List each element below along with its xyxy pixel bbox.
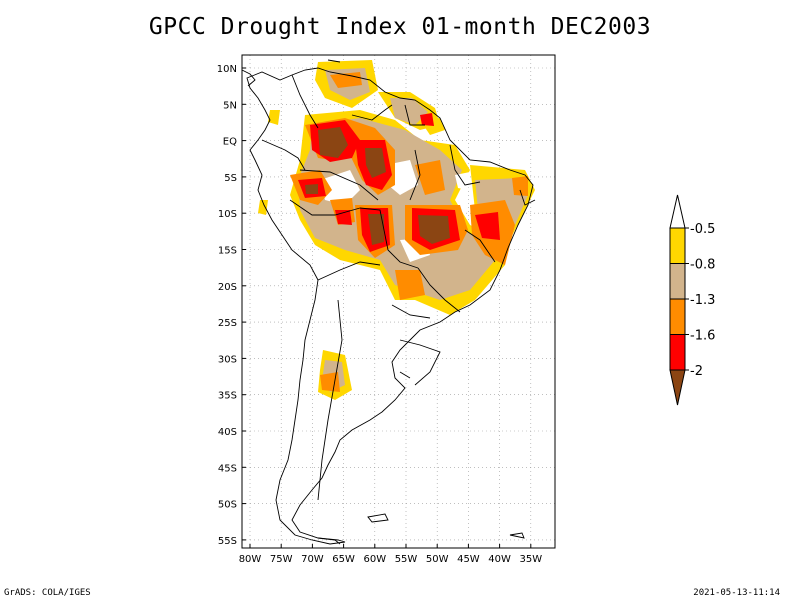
lon-tick-label: 40W xyxy=(488,554,511,565)
legend-swatch xyxy=(669,263,686,300)
lat-tick-label: 20S xyxy=(218,282,237,293)
legend-swatch xyxy=(669,334,686,371)
legend-swatch xyxy=(669,194,686,229)
lat-tick-label: 40S xyxy=(218,427,237,438)
legend-label: -1.3 xyxy=(690,293,715,308)
lat-tick-label: 35S xyxy=(218,391,237,402)
lat-tick-label: 5N xyxy=(223,100,237,111)
latitude-axis: 10N 5N EQ 5S 10S 15S 20S 25S 30S 35S 40S 45S 50S 55S xyxy=(217,64,246,547)
lon-tick-label: 80W xyxy=(239,554,262,565)
lon-tick-label: 70W xyxy=(301,554,324,565)
legend-label: -0.5 xyxy=(690,222,715,237)
lat-tick-label: 25S xyxy=(218,318,237,329)
lat-tick-label: 5S xyxy=(224,173,237,184)
map-frame xyxy=(241,54,556,549)
lon-tick-label: 75W xyxy=(270,554,293,565)
drought-shading xyxy=(258,60,535,400)
longitude-axis: 80W 75W 70W 65W 60W 55W 50W 45W 40W 35W xyxy=(239,544,542,565)
legend-swatch xyxy=(669,298,686,335)
lat-tick-label: 50S xyxy=(218,500,237,511)
coastlines-and-borders xyxy=(241,59,536,545)
lat-tick-label: 10N xyxy=(217,64,237,75)
chart-title: GPCC Drought Index 01-month DEC2003 xyxy=(148,14,652,40)
lat-tick-label: 30S xyxy=(218,354,237,365)
legend-swatch xyxy=(669,227,686,264)
footer-credit: GrADS: COLA/IGES xyxy=(4,588,91,598)
lat-tick-label: 55S xyxy=(218,536,237,547)
legend-swatch xyxy=(669,369,686,406)
legend-label: -0.8 xyxy=(690,258,715,273)
lon-tick-label: 35W xyxy=(519,554,542,565)
lon-tick-label: 60W xyxy=(363,554,386,565)
lon-tick-label: 50W xyxy=(426,554,449,565)
lon-tick-label: 55W xyxy=(395,554,418,565)
footer-timestamp: 2021-05-13-11:14 xyxy=(693,588,780,598)
legend-label: -2 xyxy=(690,364,703,379)
legend-label: -1.6 xyxy=(690,329,715,344)
lat-tick-label: 15S xyxy=(218,246,237,257)
lat-tick-label: 45S xyxy=(218,463,237,474)
lat-tick-label: 10S xyxy=(218,209,237,220)
lon-tick-label: 45W xyxy=(457,554,480,565)
legend-colorbar: -0.5 -0.8 -1.3 -1.6 -2 xyxy=(669,194,715,406)
lat-tick-label: EQ xyxy=(223,137,237,148)
lon-tick-label: 65W xyxy=(332,554,355,565)
